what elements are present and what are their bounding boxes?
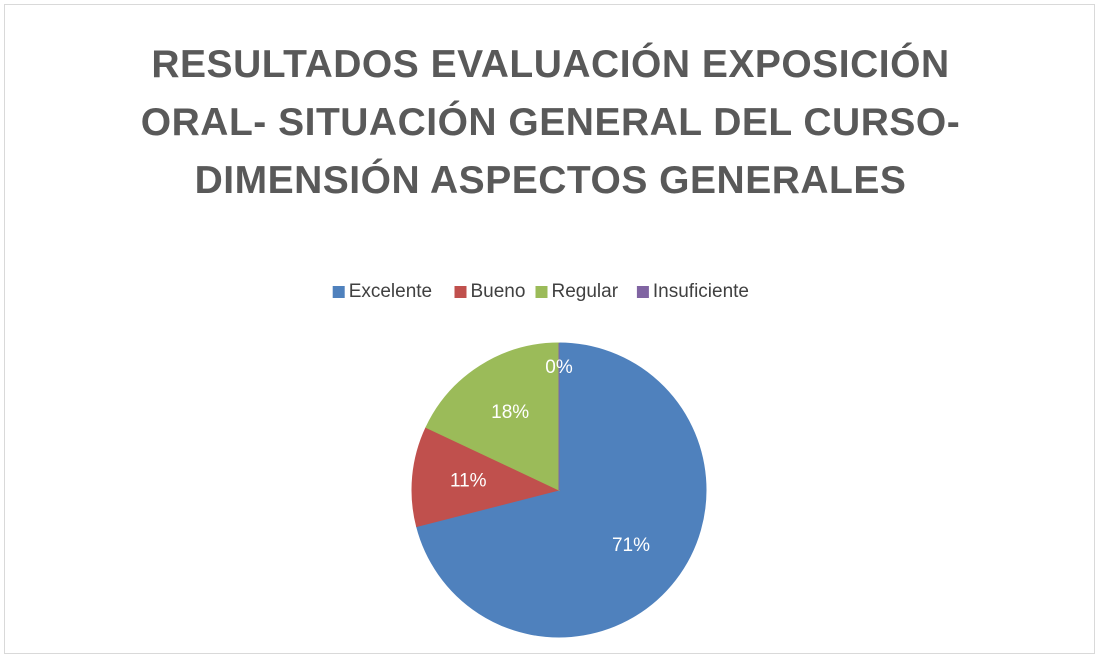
data-label: 0%	[545, 357, 573, 378]
legend-swatch	[332, 286, 345, 298]
legend-label: Regular	[552, 281, 619, 302]
pie-slice	[425, 342, 560, 491]
chart-title: RESULTADOS EVALUACIÓN EXPOSICIÓN ORAL- S…	[140, 43, 961, 202]
data-label: 18%	[491, 402, 529, 423]
legend-swatch	[454, 286, 467, 298]
data-label: 71%	[612, 535, 650, 556]
data-label: 11%	[450, 470, 487, 491]
legend-swatch	[636, 286, 649, 298]
legend-label: Insuficiente	[653, 281, 749, 302]
legend-swatch	[535, 286, 548, 298]
chart-border	[4, 4, 1095, 654]
pie-slice	[416, 342, 707, 638]
legend-label: Bueno	[471, 281, 526, 302]
pie-slice	[411, 426, 561, 528]
legend-label: Excelente	[349, 281, 432, 302]
